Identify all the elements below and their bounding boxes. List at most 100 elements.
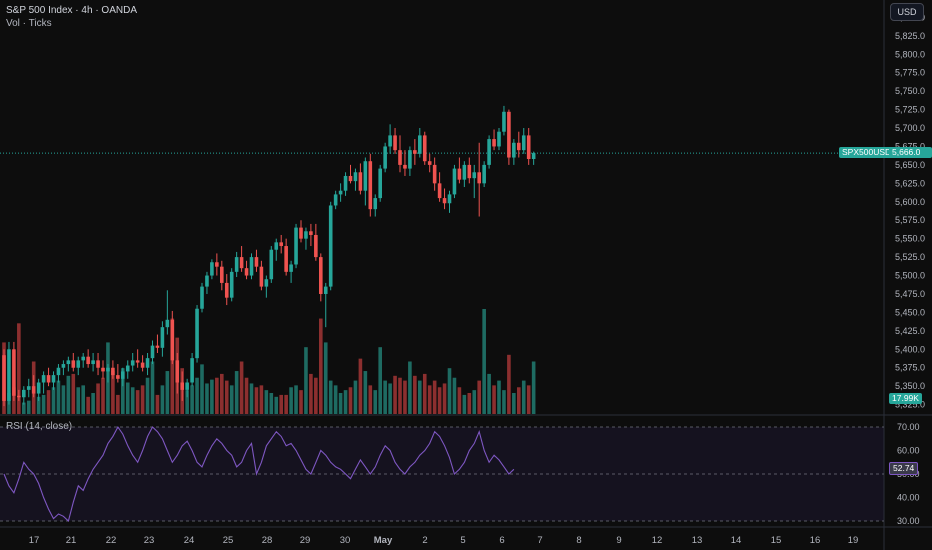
candle-body bbox=[502, 111, 506, 132]
volume-bar bbox=[477, 380, 481, 414]
price-tick: 5,625.0 bbox=[895, 178, 925, 188]
time-tick: 28 bbox=[262, 535, 273, 546]
candle-body bbox=[422, 135, 427, 162]
price-tick: 5,475.0 bbox=[895, 289, 925, 299]
candle-body bbox=[224, 282, 229, 298]
volume-bar bbox=[378, 347, 382, 414]
volume-bar bbox=[56, 380, 61, 414]
candle-body bbox=[234, 257, 239, 272]
volume-bar bbox=[467, 393, 472, 414]
volume-bar bbox=[125, 382, 130, 414]
candle-body bbox=[427, 161, 432, 165]
symbol-price-tag: SPX500USD bbox=[839, 147, 895, 158]
volume-bar bbox=[472, 390, 477, 414]
volume-bar bbox=[279, 394, 283, 414]
volume-bar bbox=[294, 385, 298, 414]
time-tick: 29 bbox=[300, 535, 311, 546]
price-tick: 5,425.0 bbox=[895, 326, 925, 336]
price-tick: 5,325.0 bbox=[895, 400, 925, 410]
candle-body bbox=[259, 266, 264, 287]
volume-bar bbox=[165, 371, 170, 414]
symbol-legend[interactable]: S&P 500 Index · 4h · OANDA bbox=[6, 5, 137, 16]
volume-bar bbox=[507, 354, 511, 414]
candle-body bbox=[106, 367, 110, 372]
time-tick: 7 bbox=[537, 535, 542, 546]
volume-bar bbox=[512, 393, 516, 414]
candle-body bbox=[96, 360, 100, 368]
volume-bar bbox=[328, 380, 333, 414]
volume-bar bbox=[205, 383, 209, 414]
candle-body bbox=[373, 198, 378, 210]
time-tick: 5 bbox=[460, 535, 465, 546]
currency-button[interactable]: USD bbox=[890, 3, 924, 21]
candle-body bbox=[71, 360, 76, 368]
candle-body bbox=[116, 375, 120, 379]
candle-body bbox=[249, 257, 254, 276]
volume-bar bbox=[36, 396, 41, 414]
candle-body bbox=[190, 358, 194, 383]
volume-bar bbox=[343, 390, 348, 414]
candle-body bbox=[487, 139, 491, 165]
candle-body bbox=[388, 135, 392, 147]
candle-body bbox=[22, 389, 26, 398]
candle-body bbox=[517, 142, 521, 151]
candle-body bbox=[269, 249, 274, 280]
volume-bar bbox=[413, 375, 417, 414]
time-tick: 21 bbox=[66, 535, 77, 546]
volume-bar bbox=[368, 385, 373, 414]
volume-bar bbox=[190, 385, 194, 414]
price-tick: 5,400.0 bbox=[895, 344, 925, 354]
candle-body bbox=[17, 395, 21, 398]
candle-body bbox=[170, 319, 175, 361]
candle-body bbox=[472, 172, 477, 179]
candle-body bbox=[26, 386, 31, 390]
volume-bar bbox=[140, 385, 145, 414]
candle-body bbox=[91, 360, 95, 365]
rsi-band bbox=[0, 427, 884, 521]
candle-body bbox=[61, 364, 66, 368]
rsi-legend[interactable]: RSI (14, close) bbox=[6, 421, 73, 432]
candle-body bbox=[403, 164, 407, 169]
volume-bar bbox=[229, 385, 234, 414]
volume-bar bbox=[121, 368, 125, 414]
time-tick: 13 bbox=[692, 535, 703, 546]
candle-body bbox=[210, 262, 214, 276]
candle-body bbox=[111, 367, 115, 376]
time-tick: 30 bbox=[340, 535, 351, 546]
time-tick: 24 bbox=[184, 535, 195, 546]
volume-bar bbox=[482, 309, 486, 414]
volume-bar bbox=[452, 377, 457, 414]
candle-body bbox=[482, 164, 486, 184]
candle-body bbox=[86, 356, 90, 365]
volume-bar bbox=[259, 385, 264, 414]
candle-body bbox=[353, 172, 358, 182]
candle-body bbox=[244, 268, 249, 276]
candle-body bbox=[31, 386, 36, 394]
volume-bar bbox=[195, 377, 199, 414]
candle-body bbox=[338, 190, 343, 195]
volume-bar bbox=[160, 385, 165, 414]
candle-body bbox=[46, 375, 51, 383]
volume-bar bbox=[304, 347, 308, 414]
volume-bar bbox=[234, 371, 239, 414]
volume-bar bbox=[51, 387, 56, 414]
time-tick: May bbox=[374, 535, 393, 546]
volume-bar bbox=[492, 385, 496, 414]
volume-bar bbox=[487, 373, 491, 414]
rsi-line bbox=[3, 425, 515, 523]
volume-bar bbox=[81, 385, 85, 414]
volume-bar bbox=[526, 385, 531, 414]
candle-body bbox=[512, 142, 516, 158]
volume-bar bbox=[86, 396, 90, 414]
candle-body bbox=[492, 139, 496, 147]
volume-bar bbox=[314, 377, 318, 414]
volume-bar bbox=[215, 377, 219, 414]
volume-bar bbox=[383, 380, 387, 414]
candle-body bbox=[130, 360, 135, 366]
candle-body bbox=[274, 242, 279, 250]
candle-body bbox=[36, 382, 41, 394]
volume-legend[interactable]: Vol · Ticks bbox=[6, 18, 52, 29]
volume-bar bbox=[71, 373, 76, 414]
time-tick: 12 bbox=[652, 535, 663, 546]
